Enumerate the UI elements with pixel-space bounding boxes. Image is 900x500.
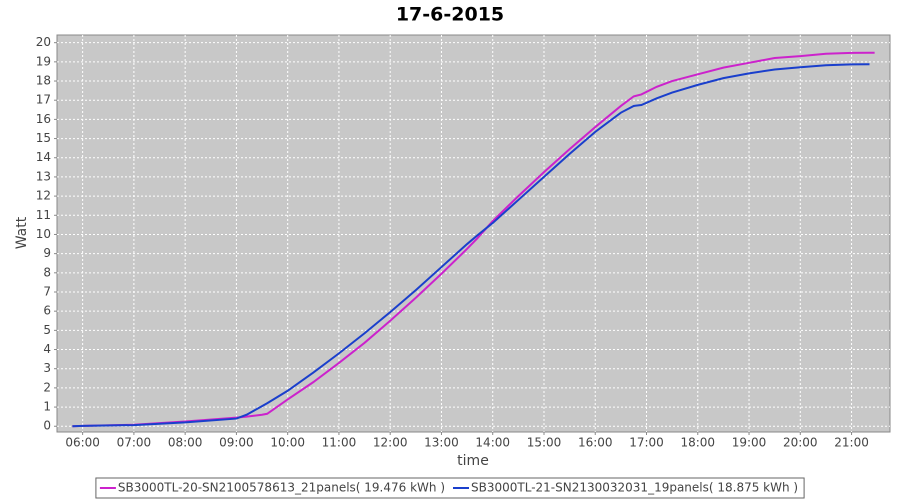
plot-area (56, 34, 891, 433)
x-axis-label: time (457, 453, 489, 469)
x-tick-label: 10:00 (270, 436, 305, 450)
y-tick-label: 0 (43, 419, 51, 433)
y-tick-label: 10 (36, 227, 51, 241)
x-tick-label: 19:00 (732, 436, 767, 450)
y-tick-label: 20 (36, 35, 51, 49)
legend-label: SB3000TL-21-SN2130032031_19panels( 18.87… (471, 481, 798, 495)
x-tick-label: 16:00 (578, 436, 613, 450)
y-tick-label: 11 (36, 208, 51, 222)
y-tick-label: 5 (43, 323, 51, 337)
x-tick-label: 09:00 (219, 436, 254, 450)
y-tick-label: 12 (36, 189, 51, 203)
y-tick-label: 14 (36, 150, 51, 164)
chart-title: 17-6-2015 (396, 4, 504, 26)
y-tick-label: 19 (36, 54, 51, 68)
y-tick-label: 8 (43, 265, 51, 279)
x-tick-label: 20:00 (783, 436, 818, 450)
y-tick-label: 13 (36, 169, 51, 183)
y-tick-label: 2 (43, 380, 51, 394)
x-tick-label: 17:00 (629, 436, 664, 450)
y-tick-label: 9 (43, 246, 51, 260)
x-tick-label: 13:00 (424, 436, 459, 450)
y-tick-label: 7 (43, 284, 51, 298)
y-axis-label: Watt (14, 216, 30, 249)
x-tick-label: 08:00 (168, 436, 203, 450)
y-tick-label: 17 (36, 93, 51, 107)
x-tick-label: 21:00 (834, 436, 869, 450)
y-tick-label: 3 (43, 361, 51, 375)
series-line (72, 63, 870, 428)
grid (57, 35, 890, 432)
x-tick-label: 07:00 (117, 436, 152, 450)
y-tick-label: 16 (36, 112, 51, 126)
x-tick-label: 11:00 (322, 436, 357, 450)
y-tick-label: 15 (36, 131, 51, 145)
y-tick-label: 18 (36, 74, 51, 88)
x-tick-label: 06:00 (65, 436, 100, 450)
lines (72, 51, 875, 428)
x-tick-label: 18:00 (680, 436, 715, 450)
x-tick-label: 12:00 (373, 436, 408, 450)
y-tick-label: 1 (43, 400, 51, 414)
series-line (72, 51, 875, 428)
y-tick-label: 4 (43, 342, 51, 356)
legend-label: SB3000TL-20-SN2100578613_21panels( 19.47… (118, 481, 445, 495)
x-tick-label: 14:00 (475, 436, 510, 450)
y-tick-label: 6 (43, 304, 51, 318)
legend (95, 477, 805, 499)
x-tick-label: 15:00 (527, 436, 562, 450)
